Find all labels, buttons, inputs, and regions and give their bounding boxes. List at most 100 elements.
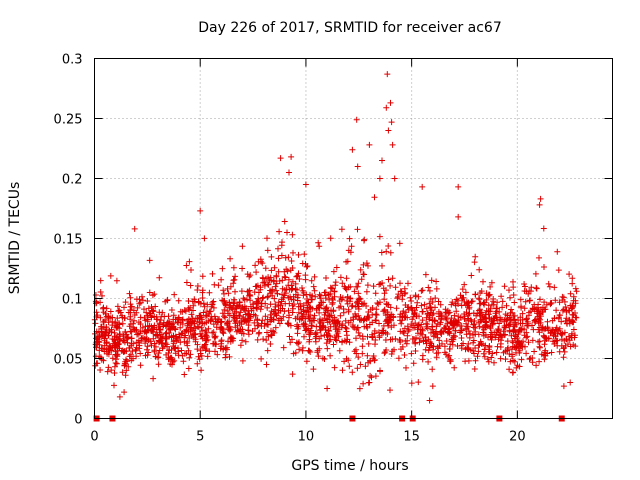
data-point (191, 320, 198, 327)
data-point (198, 324, 205, 331)
data-point (494, 299, 501, 306)
data-point (239, 265, 246, 272)
data-point (124, 358, 131, 365)
data-point (232, 288, 238, 295)
data-point (268, 253, 275, 260)
data-point (332, 323, 339, 330)
data-point (277, 155, 284, 162)
data-point (221, 313, 227, 320)
data-point (369, 331, 375, 338)
data-point (174, 316, 181, 323)
data-point (343, 328, 350, 335)
data-point (255, 289, 262, 296)
data-point (156, 309, 163, 316)
data-point (353, 116, 360, 123)
data-point (252, 262, 259, 269)
data-point (438, 316, 445, 323)
data-point (133, 353, 140, 360)
data-point (279, 277, 286, 284)
data-point (143, 346, 150, 353)
data-point (534, 308, 541, 315)
data-point (368, 374, 375, 381)
data-point (310, 283, 317, 290)
data-point (314, 349, 321, 356)
data-point (127, 303, 134, 310)
data-point (257, 286, 264, 293)
data-point (389, 336, 396, 343)
data-point (527, 288, 534, 295)
data-point (226, 304, 233, 311)
data-point (343, 286, 350, 293)
data-point (247, 315, 254, 321)
data-point (199, 295, 206, 301)
data-point (502, 356, 509, 363)
data-point (92, 362, 99, 369)
data-point (92, 292, 99, 298)
data-point (272, 324, 279, 331)
data-point (107, 272, 114, 279)
data-point (299, 344, 306, 351)
data-point (553, 307, 560, 314)
data-point (146, 257, 153, 264)
data-point (144, 343, 151, 350)
data-point (234, 322, 241, 329)
data-point (570, 319, 577, 326)
data-point (338, 226, 345, 233)
data-point (273, 287, 280, 294)
data-point (113, 356, 119, 363)
data-point (296, 339, 302, 346)
data-point (523, 350, 530, 357)
data-point (419, 183, 426, 190)
data-point (183, 279, 190, 286)
data-point (422, 346, 429, 353)
data-point (308, 327, 314, 334)
data-point (389, 348, 396, 355)
data-point (535, 320, 542, 327)
data-point (109, 318, 116, 325)
data-point (360, 261, 367, 268)
data-point (491, 359, 497, 366)
data-point (324, 336, 331, 343)
data-point (233, 318, 240, 325)
data-point (98, 345, 105, 352)
data-point (408, 350, 415, 357)
data-point (170, 338, 177, 345)
data-point (304, 296, 311, 302)
data-point (317, 316, 323, 323)
data-point (546, 283, 553, 290)
data-point (210, 304, 217, 311)
data-point (126, 353, 133, 360)
data-point (452, 333, 458, 340)
data-point (348, 243, 355, 250)
data-point (507, 316, 514, 323)
y-tick-label: 0 (74, 413, 82, 428)
data-point (167, 361, 174, 367)
data-point (413, 334, 419, 341)
data-point (442, 325, 449, 332)
grid-lines (94, 58, 613, 419)
data-point (332, 319, 338, 326)
data-point (458, 335, 465, 341)
data-point (159, 333, 166, 340)
data-point (163, 336, 170, 342)
data-point (332, 282, 339, 289)
data-point (160, 320, 167, 326)
data-point (103, 313, 110, 320)
data-point (291, 301, 297, 308)
data-point (302, 327, 309, 334)
data-point (299, 285, 305, 291)
data-point (268, 267, 275, 274)
data-point (340, 306, 347, 312)
data-point (521, 281, 528, 287)
data-point (227, 283, 234, 290)
data-point (185, 347, 192, 354)
data-point (152, 332, 159, 339)
data-point (222, 301, 229, 308)
data-point (220, 287, 227, 294)
data-point (230, 296, 237, 303)
data-point (231, 310, 238, 317)
data-point (131, 312, 138, 318)
data-point (353, 313, 360, 320)
data-point (213, 341, 220, 348)
data-point (355, 329, 362, 336)
